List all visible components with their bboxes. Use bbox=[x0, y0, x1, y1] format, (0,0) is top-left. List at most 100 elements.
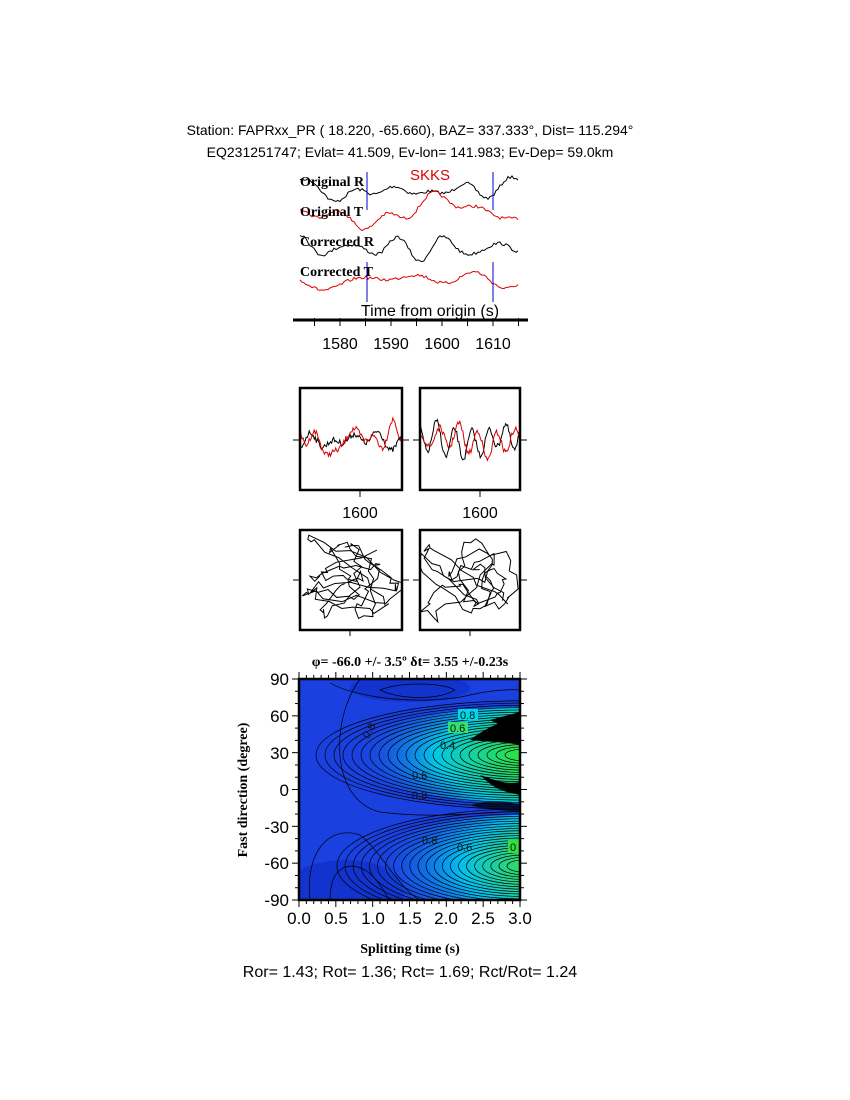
svg-text:0.8: 0.8 bbox=[422, 835, 437, 847]
time-tick-1600: 1600 bbox=[424, 336, 460, 353]
contour-line bbox=[432, 730, 520, 780]
contour-line bbox=[450, 734, 520, 776]
footer-ratios: Ror= 1.43; Rot= 1.36; Rct= 1.69; Rct/Rot… bbox=[243, 964, 578, 981]
contour-line bbox=[477, 741, 520, 769]
particle-motion-corrected bbox=[413, 528, 527, 636]
contour-line bbox=[329, 865, 391, 900]
trace-original-t bbox=[299, 190, 519, 232]
trace-label-corrected-r: Corrected R bbox=[300, 235, 375, 250]
trace-corrected-t bbox=[299, 270, 519, 291]
contour-line bbox=[490, 854, 520, 878]
contour-line bbox=[449, 842, 520, 890]
contour-line bbox=[401, 827, 520, 900]
trace-label-original-r: Original R bbox=[300, 175, 365, 190]
header-line1: Station: FAPRxx_PR ( 18.220, -65.660), B… bbox=[187, 122, 634, 138]
time-tick-1610: 1610 bbox=[475, 336, 511, 353]
svg-text:-60: -60 bbox=[264, 854, 289, 873]
contour-line bbox=[344, 811, 520, 900]
contour-line bbox=[360, 815, 520, 900]
trace-corrected-r bbox=[299, 235, 519, 263]
contour-line bbox=[377, 820, 520, 900]
contour-line bbox=[423, 727, 520, 783]
contour-line bbox=[458, 844, 520, 888]
particle-motion-original bbox=[293, 528, 409, 636]
particle-motion-path bbox=[420, 538, 519, 624]
svg-text:2.5: 2.5 bbox=[471, 909, 495, 928]
contour-line bbox=[396, 721, 520, 789]
contour-line bbox=[433, 837, 520, 895]
time-tick-1580: 1580 bbox=[322, 336, 358, 353]
svg-text:0: 0 bbox=[510, 842, 516, 854]
svg-text:60: 60 bbox=[270, 707, 289, 726]
svg-text:0: 0 bbox=[280, 781, 289, 800]
waveform-tick-original: 1600 bbox=[342, 505, 378, 522]
svg-text:0.0: 0.0 bbox=[287, 909, 311, 928]
contour-line bbox=[333, 704, 520, 806]
svg-text:0.8: 0.8 bbox=[460, 710, 475, 722]
svg-text:0.6: 0.6 bbox=[457, 842, 472, 854]
contour-line bbox=[309, 832, 421, 900]
contour-line bbox=[379, 683, 456, 698]
waveform-panel-corrected bbox=[413, 386, 527, 492]
contour-line bbox=[417, 832, 520, 900]
contour-line bbox=[342, 707, 520, 803]
contour-line bbox=[339, 679, 520, 816]
trace-original-r bbox=[299, 175, 519, 203]
contour-line bbox=[425, 835, 520, 897]
time-tick-1590: 1590 bbox=[373, 336, 409, 353]
contour-line bbox=[495, 746, 520, 764]
energy-contour-plot: 0.8 0.6 0.4 0.6 0.8 0.8 0.8 0.6 0 bbox=[299, 679, 520, 900]
waveform-panel-original bbox=[293, 386, 409, 492]
contour-line bbox=[441, 840, 520, 892]
trace-label-original-t: Original T bbox=[300, 205, 364, 220]
contour-line bbox=[393, 825, 520, 900]
contour-line bbox=[385, 823, 520, 900]
contour-line bbox=[498, 857, 520, 875]
slow-component bbox=[420, 419, 520, 462]
fast-component bbox=[300, 429, 402, 452]
contour-line bbox=[482, 852, 520, 880]
contour-line bbox=[506, 859, 520, 873]
svg-text:0.4: 0.4 bbox=[440, 740, 455, 752]
grid-xlabel: Splitting time (s) bbox=[360, 942, 460, 957]
trace-label-corrected-t: Corrected T bbox=[300, 265, 374, 280]
time-axis-label: Time from origin (s) bbox=[361, 303, 499, 320]
svg-text:-30: -30 bbox=[264, 818, 289, 837]
svg-text:3.0: 3.0 bbox=[508, 909, 532, 928]
contour-line bbox=[336, 808, 520, 900]
contour-line bbox=[368, 818, 520, 900]
contour-line bbox=[378, 716, 520, 794]
grid-title: φ= -66.0 +/- 3.5º δt= 3.55 +/-0.23s bbox=[312, 655, 509, 670]
svg-text:0.6: 0.6 bbox=[450, 723, 465, 735]
slow-component bbox=[300, 416, 402, 459]
contour-line bbox=[329, 682, 520, 701]
contour-line bbox=[351, 709, 520, 801]
svg-text:2.0: 2.0 bbox=[434, 909, 458, 928]
grid-ylabel: Fast direction (degree) bbox=[236, 722, 251, 857]
svg-text:1.0: 1.0 bbox=[361, 909, 385, 928]
contour-line bbox=[360, 711, 520, 799]
particle-motion-path bbox=[302, 534, 402, 620]
contour-line bbox=[369, 714, 520, 796]
contour-line bbox=[409, 830, 520, 900]
contour-line bbox=[504, 748, 520, 762]
svg-text:30: 30 bbox=[270, 744, 289, 763]
contour-line bbox=[315, 700, 520, 810]
phase-label: SKKS bbox=[410, 167, 450, 184]
trace-panel: SKKS Original R Original T Corrected R C… bbox=[293, 167, 528, 353]
svg-text:0.6: 0.6 bbox=[412, 770, 427, 782]
contour-line bbox=[441, 732, 520, 778]
fast-component bbox=[420, 418, 520, 461]
x-tick-labels: 0.0 0.5 1.0 1.5 2.0 2.5 3.0 bbox=[287, 909, 532, 928]
svg-text:-90: -90 bbox=[264, 891, 289, 910]
contour-line bbox=[486, 744, 520, 766]
contour-line bbox=[474, 849, 520, 883]
svg-text:0.8: 0.8 bbox=[412, 790, 427, 802]
y-tick-labels: 90 60 30 0 -30 -60 -90 bbox=[264, 670, 289, 910]
waveform-tick-corrected: 1600 bbox=[462, 505, 498, 522]
contour-line bbox=[459, 737, 520, 773]
contour-line bbox=[414, 725, 520, 785]
svg-text:90: 90 bbox=[270, 670, 289, 689]
contour-line bbox=[387, 718, 520, 792]
